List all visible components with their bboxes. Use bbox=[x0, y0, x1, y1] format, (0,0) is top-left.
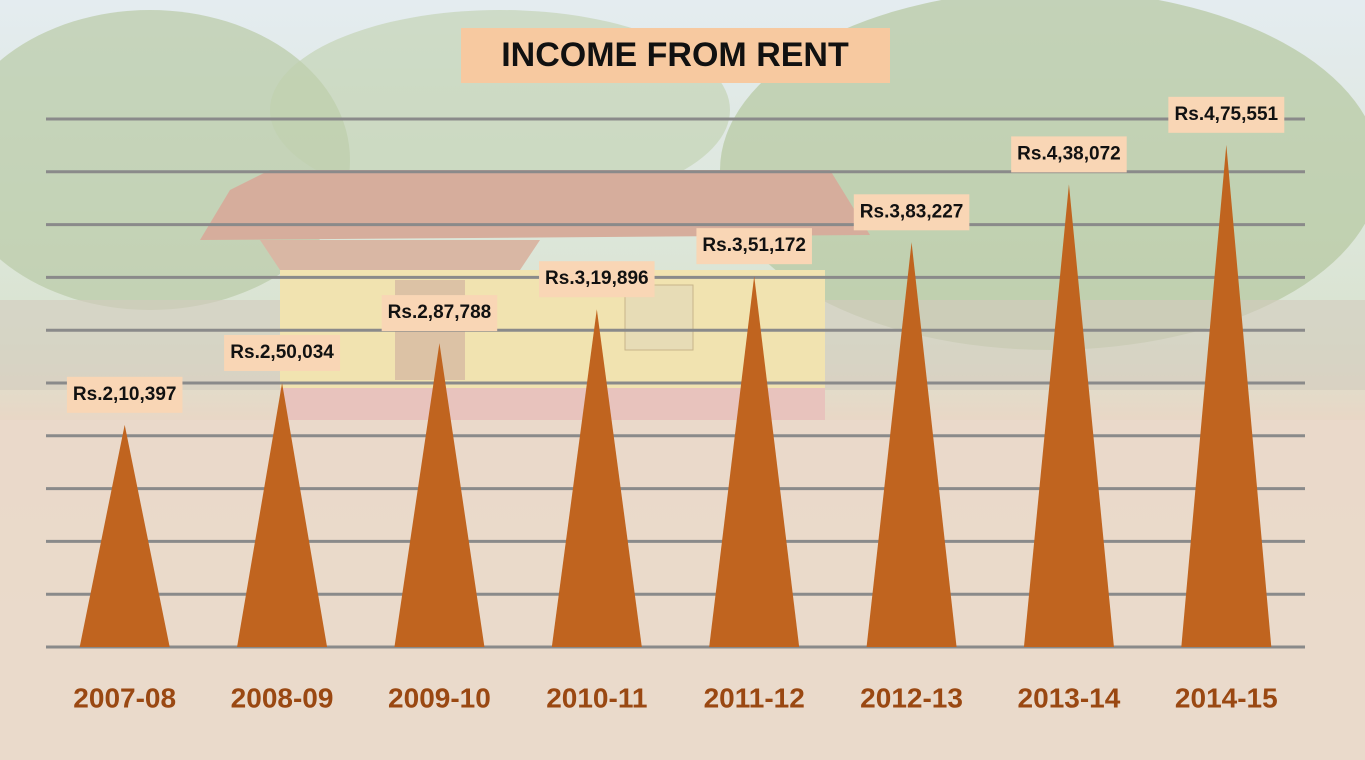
x-tick-label: 2011-12 bbox=[704, 682, 805, 713]
value-label-group: Rs.2,50,034 bbox=[224, 334, 341, 371]
bar bbox=[551, 309, 642, 647]
value-label-box bbox=[696, 228, 812, 265]
value-label: Rs.2,10,397 bbox=[73, 384, 177, 405]
x-tick-label: 2009-10 bbox=[388, 682, 491, 713]
value-label-group: Rs.2,87,788 bbox=[381, 295, 498, 332]
x-tick-label: 2008-09 bbox=[231, 682, 334, 713]
bar bbox=[866, 242, 957, 647]
x-tick-label: 2012-13 bbox=[860, 682, 963, 713]
value-label-group: Rs.2,10,397 bbox=[66, 376, 183, 413]
value-label-box bbox=[539, 261, 655, 298]
value-label-group: Rs.3,51,172 bbox=[696, 228, 812, 265]
value-label: Rs.3,51,172 bbox=[702, 235, 806, 256]
value-label: Rs.4,75,551 bbox=[1175, 104, 1279, 125]
value-label-box bbox=[853, 194, 970, 231]
value-label-box bbox=[1168, 96, 1285, 133]
value-label: Rs.2,50,034 bbox=[230, 342, 334, 363]
x-tick-label: 2014-15 bbox=[1175, 682, 1278, 713]
x-tick-label: 2010-11 bbox=[546, 682, 647, 713]
x-tick-label: 2013-14 bbox=[1018, 682, 1121, 713]
bar bbox=[394, 343, 485, 647]
chart-title: INCOME FROM RENT bbox=[501, 36, 849, 74]
value-label-box bbox=[381, 295, 498, 332]
bar bbox=[79, 424, 170, 647]
value-label-box bbox=[224, 334, 341, 371]
value-label: Rs.4,38,072 bbox=[1017, 143, 1121, 164]
bar bbox=[237, 382, 328, 647]
value-label: Rs.3,83,227 bbox=[860, 201, 964, 222]
value-label-group: Rs.4,75,551 bbox=[1168, 96, 1285, 133]
value-label-box bbox=[1011, 136, 1127, 173]
value-label-group: Rs.3,19,896 bbox=[539, 261, 655, 298]
bar bbox=[1181, 144, 1272, 647]
bar bbox=[709, 276, 800, 647]
bar bbox=[1023, 184, 1114, 647]
value-label-group: Rs.3,83,227 bbox=[853, 194, 970, 231]
value-label-box bbox=[66, 376, 183, 413]
value-label: Rs.3,19,896 bbox=[545, 268, 649, 289]
title-box bbox=[461, 28, 890, 83]
x-tick-label: 2007-08 bbox=[73, 682, 176, 713]
value-label: Rs.2,87,788 bbox=[388, 302, 492, 323]
value-label-group: Rs.4,38,072 bbox=[1011, 136, 1127, 173]
